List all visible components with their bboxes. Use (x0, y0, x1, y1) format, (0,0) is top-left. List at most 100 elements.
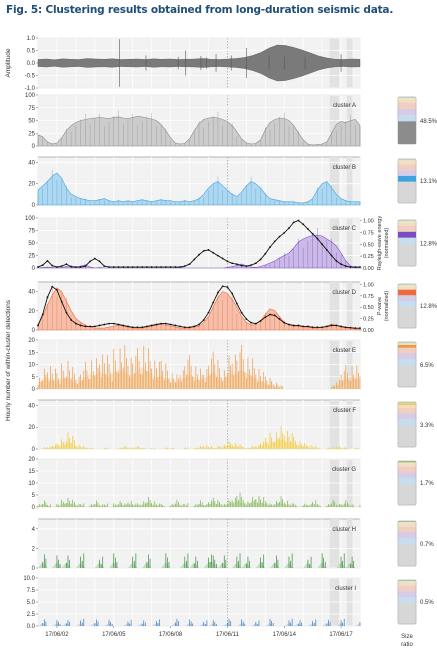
ratio-segment (398, 306, 416, 328)
y2-tick-label: 1.00 (363, 282, 374, 288)
energy-point (108, 322, 110, 325)
energy-point (264, 316, 267, 319)
energy-point (278, 318, 281, 320)
data-gap-band (329, 282, 340, 330)
energy-point (131, 266, 134, 268)
ratio-segment (398, 591, 416, 597)
ratio-bar-0 (397, 96, 417, 145)
ratio-label: 12.8% (420, 241, 437, 247)
energy-point (103, 323, 106, 326)
y-tick-label: 0 (32, 566, 36, 572)
amplitude-waveform (37, 44, 361, 82)
ratio-segment (398, 284, 416, 286)
energy-point (359, 327, 361, 330)
series-area-cluster-H (38, 562, 360, 568)
energy-point (131, 326, 134, 329)
panel-cluster-1 (37, 156, 361, 206)
y-tick-label: 0 (32, 266, 36, 272)
y2-tick-label: 0.00 (363, 328, 374, 334)
data-gap-band (329, 157, 340, 205)
energy-point (288, 227, 290, 230)
ratio-segment (398, 286, 416, 290)
ratio-segment (398, 170, 416, 176)
ratio-segment (398, 220, 416, 222)
ratio-segment (398, 359, 416, 366)
panel-frame (37, 281, 361, 331)
y-tick-label: 15 (28, 469, 35, 475)
energy-point (155, 266, 158, 268)
energy-point (273, 314, 276, 317)
y-tick-label: 10 (28, 363, 35, 369)
energy-point (250, 321, 252, 324)
cluster-label: cluster B (333, 165, 356, 171)
y2-tick-label: 0.50 (363, 305, 374, 311)
y-tick-label: 40 (28, 290, 35, 296)
y2-axis-label: (normalized) (384, 228, 390, 259)
ratio-segment (398, 466, 416, 473)
energy-point (84, 265, 87, 267)
energy-point (212, 301, 215, 304)
ratio-segment (398, 98, 416, 100)
ratio-segment (398, 522, 416, 524)
y2-tick-label: 0.25 (363, 254, 374, 260)
ratio-segment (398, 580, 416, 582)
cluster-label: cluster E (333, 348, 356, 354)
y-tick-label: 4 (32, 527, 36, 533)
y2-tick-label: 0.75 (363, 230, 374, 236)
energy-point (74, 322, 77, 325)
energy-point (79, 266, 82, 268)
energy-point (37, 266, 39, 268)
y-tick-label: 40 (28, 403, 35, 409)
y2-axis-label: Rayleigh-wave energy (377, 216, 383, 271)
y-tick-label: 75 (28, 229, 35, 235)
y-tick-label: 20 (28, 457, 35, 463)
energy-point (311, 232, 314, 235)
energy-point (297, 324, 300, 327)
energy-point (240, 264, 243, 267)
energy-point (307, 228, 309, 230)
y-tick-label: 50 (28, 241, 35, 247)
energy-point (122, 324, 125, 327)
energy-point (188, 263, 191, 266)
cluster-label: cluster I (335, 586, 356, 592)
ratio-segment (398, 343, 416, 345)
y-tick-label: 100 (25, 216, 36, 222)
panel-cluster-5 (37, 399, 361, 450)
energy-point (359, 266, 361, 268)
energy-point (84, 325, 87, 328)
ratio-segment (398, 115, 416, 122)
series-area-cluster-I (38, 623, 360, 626)
energy-point (264, 252, 267, 255)
energy-point (302, 325, 305, 328)
energy-point (89, 260, 91, 263)
ratio-segment (398, 404, 416, 408)
energy-point (330, 324, 333, 327)
cluster-label: cluster A (333, 103, 356, 109)
energy-point (335, 259, 338, 262)
energy-point (117, 323, 120, 326)
y-tick-label: 0.0 (27, 624, 36, 630)
energy-point (198, 323, 200, 326)
energy-point (98, 260, 101, 263)
energy-point (93, 325, 96, 328)
ratio-segment (398, 285, 416, 287)
energy-point (122, 266, 125, 268)
energy-point (235, 263, 238, 266)
energy-point (202, 319, 205, 321)
energy-point (254, 322, 257, 325)
ratio-segment (398, 289, 416, 296)
energy-point (65, 263, 68, 266)
energy-point (56, 266, 58, 268)
energy-point (51, 264, 54, 267)
y-tick-label: 5 (32, 493, 36, 499)
energy-point (150, 324, 153, 327)
ratio-label: 3.3% (420, 423, 434, 429)
y-tick-label: 10 (28, 481, 35, 487)
energy-point (273, 240, 276, 243)
ratio-segment (398, 526, 416, 533)
energy-point (146, 266, 148, 268)
y-tick-label: 0 (32, 203, 36, 209)
ratio-segment (398, 295, 416, 301)
energy-point (117, 266, 120, 268)
